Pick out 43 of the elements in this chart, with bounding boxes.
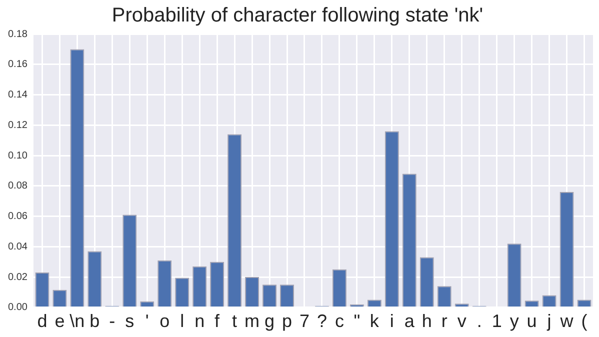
x-tick-label: p (282, 311, 292, 332)
x-tick-label: ' (145, 311, 149, 332)
y-tick-label: 0.12 (8, 120, 28, 131)
chart-title: Probability of character following state 'nk' (112, 4, 484, 27)
x-tick-label: - (109, 311, 116, 332)
y-tick-label: 0.00 (8, 302, 28, 314)
x-tick-label: s (125, 311, 134, 332)
x-tick-label: b (90, 311, 100, 332)
x-tick-label: e (54, 311, 65, 332)
x-tick-label: 1 (492, 311, 502, 332)
y-tick-label: 0.16 (8, 59, 28, 70)
y-tick-label: 0.10 (8, 150, 28, 162)
x-tick-label: w (559, 311, 574, 332)
x-tick-label: v (457, 311, 466, 332)
x-tick-label: u (526, 311, 537, 332)
x-tick-label: ( (581, 311, 588, 332)
y-tick-label: 0.04 (8, 241, 28, 252)
x-tick-label: g (264, 311, 275, 332)
y-tick-label: 0.08 (8, 180, 28, 192)
x-tick-label: f (214, 311, 221, 332)
x-tick-label: " (354, 311, 360, 332)
x-tick-label: n (194, 311, 205, 332)
x-tick-label: . (476, 311, 482, 332)
y-tick-label: 0.06 (8, 211, 28, 222)
x-tick-label: l (180, 311, 184, 332)
x-tick-label: m (244, 311, 260, 332)
x-tick-label: a (404, 311, 416, 332)
x-tick-label: y (510, 311, 519, 332)
x-tick-label: k (370, 311, 380, 332)
x-tick-label: \n (70, 311, 85, 332)
x-tick-label: r (441, 311, 448, 332)
x-tick-label: t (232, 311, 238, 332)
x-tick-label: d (37, 311, 48, 332)
x-tick-label: h (422, 311, 432, 332)
y-tick-label: 0.14 (8, 90, 28, 101)
x-tick-label: ? (316, 311, 327, 332)
y-tick-label: 0.18 (8, 28, 28, 40)
x-tick-label: o (160, 311, 170, 332)
x-tick-label: j (546, 311, 552, 332)
x-tick-label: 7 (299, 311, 310, 332)
x-tick-label: c (334, 311, 344, 332)
y-tick-label: 0.02 (8, 272, 28, 283)
x-tick-label: i (390, 311, 394, 332)
